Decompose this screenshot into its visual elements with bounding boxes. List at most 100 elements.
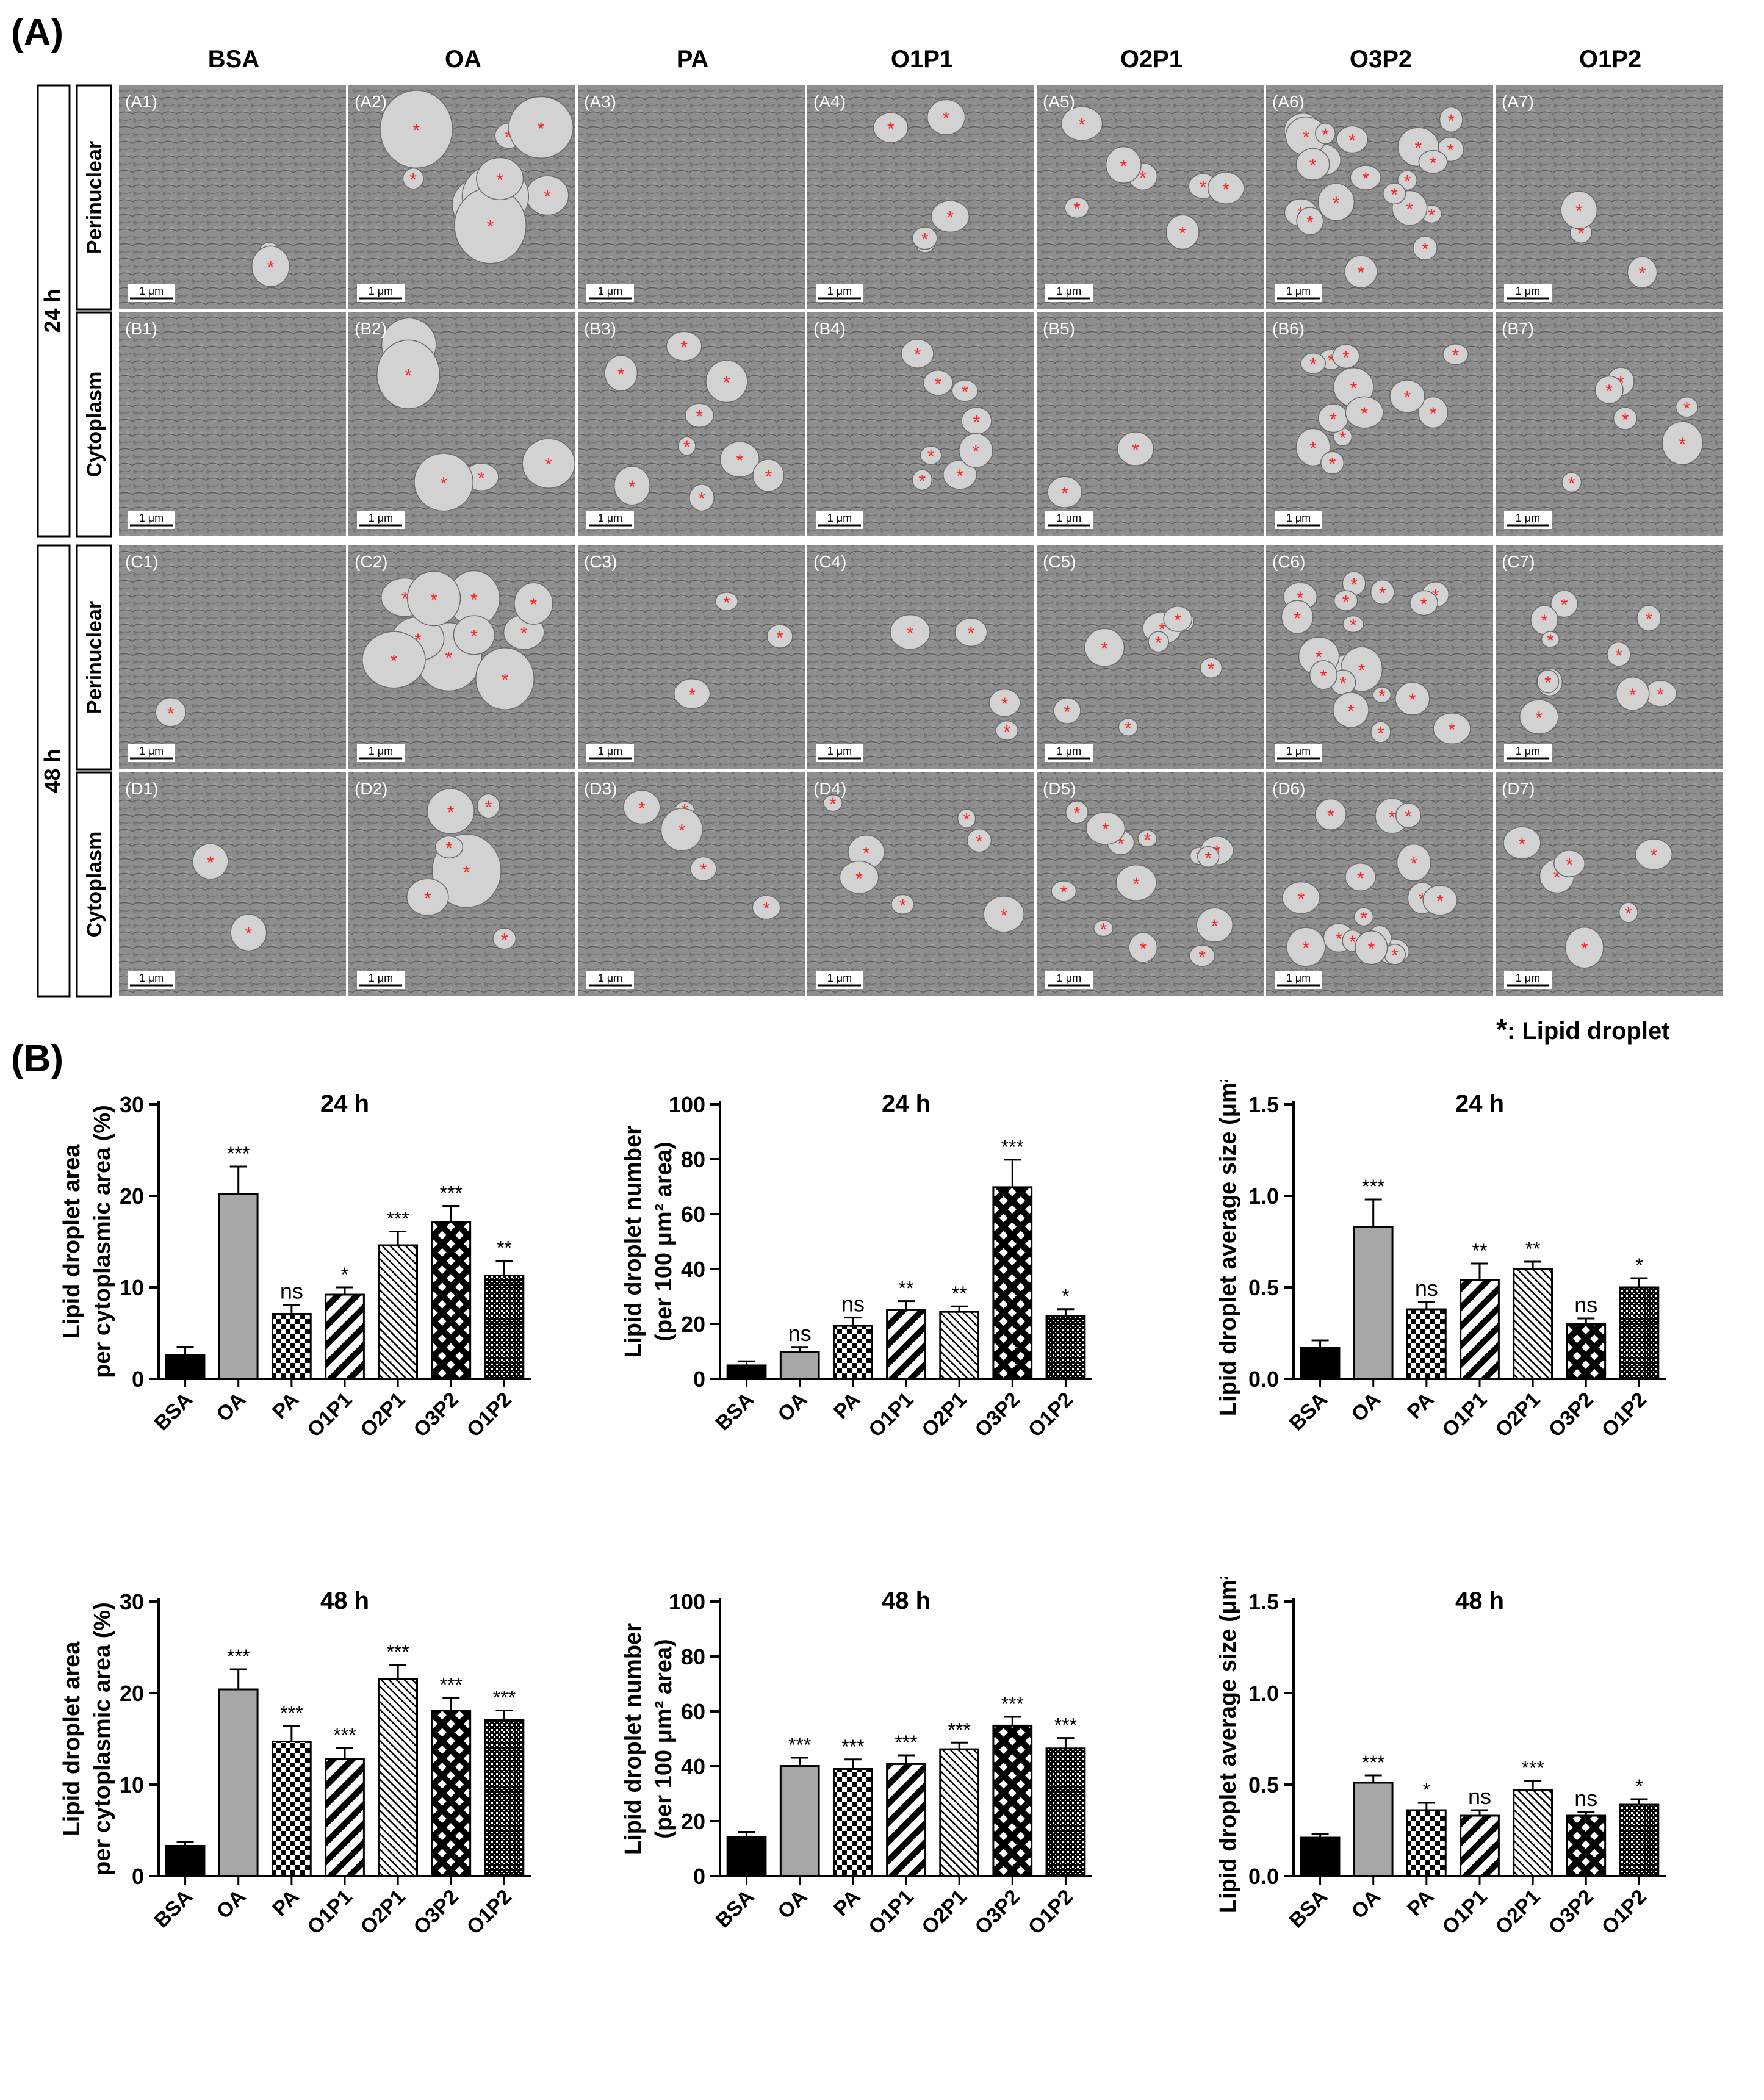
lipid-droplet bbox=[752, 895, 781, 920]
micrograph-label: (C5) bbox=[1043, 552, 1076, 571]
scale-bar-label: 1 μm bbox=[1057, 972, 1081, 984]
droplet-asterisk: * bbox=[1405, 807, 1412, 827]
lipid-droplet bbox=[1422, 885, 1458, 916]
droplet-asterisk: * bbox=[1222, 179, 1229, 200]
lipid-droplet bbox=[1370, 721, 1391, 743]
micrograph-cell: * * (D1) 1 μm bbox=[119, 772, 346, 996]
y-axis-label: Lipid droplet area bbox=[59, 1144, 85, 1339]
lipid-droplet bbox=[1661, 421, 1704, 466]
y-tick-label: 0.0 bbox=[1248, 1367, 1279, 1392]
y-tick-label: 80 bbox=[681, 1644, 705, 1669]
y-tick-label: 0 bbox=[693, 1864, 705, 1889]
micrograph-cell: * (C1) 1 μm bbox=[119, 545, 346, 769]
lipid-droplet bbox=[1281, 600, 1314, 635]
droplet-asterisk: * bbox=[1358, 263, 1365, 283]
bar bbox=[1353, 1782, 1394, 1877]
scale-bar-label: 1 μm bbox=[827, 285, 852, 297]
droplet-asterisk: * bbox=[1410, 854, 1417, 874]
micrograph-cell: *****(D3)1 μm bbox=[578, 772, 805, 996]
droplet-asterisk: * bbox=[1102, 820, 1109, 840]
bar bbox=[1406, 1809, 1447, 1877]
droplet-asterisk: * bbox=[1294, 608, 1301, 628]
bar bbox=[271, 1313, 312, 1380]
y-axis-label: per cytoplasmic area (%) bbox=[90, 1602, 115, 1875]
lipid-droplet bbox=[957, 808, 976, 829]
micrograph-cell: ******(D7)1 μm bbox=[1496, 772, 1723, 996]
x-tick-label: PA bbox=[829, 1388, 865, 1423]
lipid-droplet bbox=[1093, 919, 1114, 937]
micrograph-label: (D4) bbox=[813, 779, 846, 798]
droplet-asterisk: * bbox=[463, 862, 470, 882]
lipid-droplet bbox=[689, 484, 715, 512]
droplet-asterisk: * bbox=[918, 472, 926, 492]
lipid-droplet bbox=[1065, 800, 1089, 824]
significance-label: *** bbox=[895, 1731, 917, 1753]
bar bbox=[1300, 1347, 1341, 1380]
droplet-asterisk: * bbox=[501, 930, 508, 951]
x-tick-label: O1P2 bbox=[463, 1388, 516, 1442]
x-tick-label: O3P2 bbox=[409, 1388, 463, 1442]
x-tick-label: O3P2 bbox=[971, 1388, 1024, 1442]
lipid-droplet bbox=[923, 370, 953, 396]
droplet-asterisk: * bbox=[1683, 398, 1691, 419]
droplet-asterisk: * bbox=[544, 187, 551, 207]
lipid-droplet bbox=[715, 592, 739, 611]
lipid-droplet bbox=[1433, 713, 1471, 745]
lipid-droplet bbox=[1350, 165, 1381, 190]
lipid-droplet bbox=[251, 245, 290, 287]
lipid-droplet bbox=[1295, 148, 1330, 181]
row-label: Perinuclear bbox=[83, 601, 106, 714]
lipid-droplet bbox=[1189, 944, 1215, 967]
bar bbox=[1566, 1814, 1607, 1877]
droplet-asterisk: * bbox=[723, 593, 730, 613]
micrograph-label: (D2) bbox=[355, 779, 387, 798]
micrograph-cell: *****(A4)1 μm bbox=[807, 85, 1034, 309]
lipid-droplet bbox=[951, 379, 979, 402]
significance-label: ns bbox=[1574, 1786, 1597, 1811]
column-header: BSA bbox=[208, 46, 259, 73]
micrograph-label: (A2) bbox=[355, 92, 387, 111]
x-tick-label: PA bbox=[1403, 1885, 1438, 1921]
column-header: O3P2 bbox=[1350, 46, 1412, 73]
y-axis-label: Lipid droplet number bbox=[621, 1623, 646, 1855]
micrograph-cell: ******(B7)1 μm bbox=[1496, 312, 1723, 536]
y-axis-label: Lipid droplet average size (μm²) bbox=[1215, 1080, 1241, 1416]
bar bbox=[832, 1768, 873, 1877]
micrograph-cell: ******************(C6)1 μm bbox=[1266, 545, 1493, 769]
micrograph-label: (B2) bbox=[355, 319, 387, 338]
micrograph-label: (B7) bbox=[1502, 319, 1534, 338]
chart-title: 48 h bbox=[320, 1588, 369, 1614]
droplet-asterisk: * bbox=[1132, 440, 1139, 461]
chart-24h-size: 24 h 0.0 0.5 1.0 1.5 Lipid droplet average si… bbox=[1215, 1080, 1666, 1442]
droplet-asterisk: * bbox=[1629, 685, 1636, 705]
y-tick-label: 30 bbox=[120, 1092, 144, 1117]
y-tick-label: 80 bbox=[681, 1147, 705, 1172]
droplet-asterisk: * bbox=[700, 860, 707, 880]
droplet-asterisk: * bbox=[1615, 645, 1622, 666]
lipid-droplet bbox=[931, 200, 970, 233]
droplet-asterisk: * bbox=[1302, 938, 1309, 958]
droplet-asterisk: * bbox=[1430, 153, 1437, 173]
droplet-asterisk: * bbox=[1428, 206, 1435, 226]
lipid-droplet bbox=[1613, 406, 1638, 430]
lipid-droplet bbox=[522, 438, 575, 489]
micrograph-cell: ********************(A6)1 μm bbox=[1266, 85, 1493, 309]
droplet-asterisk: * bbox=[1646, 610, 1653, 630]
significance-label: ns bbox=[841, 1292, 865, 1317]
lipid-droplet bbox=[1196, 907, 1234, 943]
micrograph-cell: (B1) 1 μm bbox=[119, 312, 346, 536]
droplet-asterisk: * bbox=[1378, 686, 1386, 707]
row-label-box bbox=[76, 544, 112, 771]
droplet-asterisk: * bbox=[1350, 616, 1357, 636]
column-header: O1P1 bbox=[891, 46, 953, 73]
droplet-asterisk: * bbox=[1436, 892, 1444, 912]
lipid-droplet bbox=[1342, 615, 1364, 633]
lipid-droplet bbox=[705, 359, 748, 403]
lipid-droplet bbox=[1675, 396, 1699, 418]
droplet-asterisk: * bbox=[1389, 807, 1396, 827]
lipid-droplet bbox=[719, 441, 760, 478]
lipid-droplet bbox=[1314, 798, 1347, 830]
bar bbox=[726, 1836, 767, 1877]
lipid-droplet bbox=[1118, 717, 1139, 736]
scale-bar-label: 1 μm bbox=[827, 745, 852, 757]
